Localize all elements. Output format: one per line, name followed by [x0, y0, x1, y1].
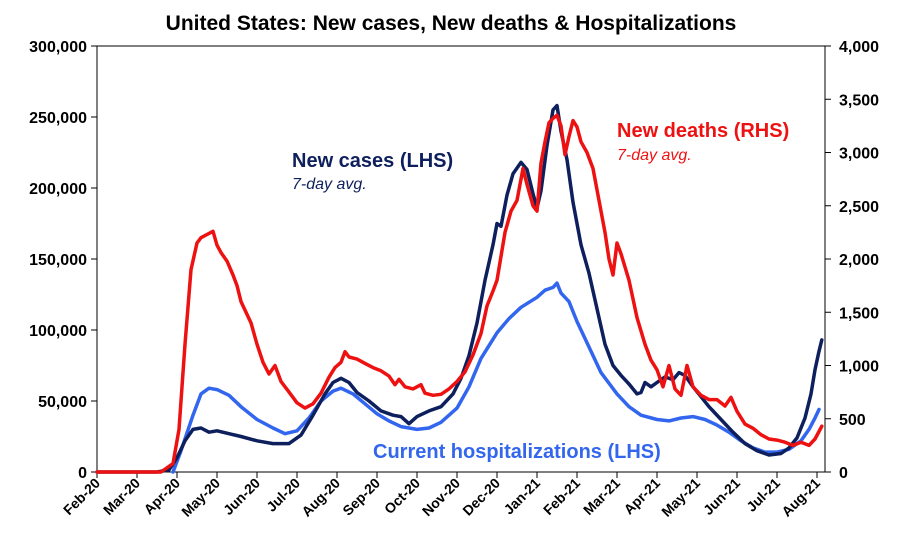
x-tick-label: Nov-20 [419, 475, 463, 519]
x-tick-label: Aug-20 [298, 475, 343, 520]
left-tick-label: 200,000 [29, 181, 87, 198]
x-tick-label: May-21 [658, 475, 703, 520]
right-tick-label: 3,500 [839, 92, 879, 109]
x-tick-label: May-20 [178, 475, 223, 520]
series-layer [95, 103, 824, 474]
plot-frame [96, 45, 826, 473]
series-line-cases [95, 103, 824, 474]
series-line-deaths [95, 113, 824, 474]
x-tick-label: Apr-20 [140, 475, 183, 518]
x-tick-label: Feb-21 [540, 475, 583, 518]
right-tick-label: 4,000 [839, 39, 879, 56]
right-tick-label: 1,500 [839, 305, 879, 322]
cases-label: New cases (LHS) [292, 150, 453, 172]
x-tick-label: Oct-20 [381, 475, 423, 517]
annotations: New cases (LHS) 7-day avg. New deaths (R… [292, 120, 789, 463]
left-tick-label: 150,000 [29, 252, 87, 269]
cases-sublabel: 7-day avg. [292, 176, 367, 193]
left-axis: 0 50,000 100,000 150,000 200,000 250,000 300,0… [29, 39, 97, 482]
right-tick-label: 1,000 [839, 359, 879, 376]
right-axis: 0 500 1,000 1,500 2,000 2,500 3,000 3,500 4,000 [825, 39, 879, 482]
left-tick-label: 300,000 [29, 39, 87, 56]
hosp-label: Current hospitalizations (LHS) [373, 441, 661, 463]
left-tick-label: 100,000 [29, 323, 87, 340]
x-tick-label: Jun-21 [700, 475, 743, 518]
x-tick-label: Apr-21 [620, 475, 663, 518]
right-tick-label: 0 [839, 465, 848, 482]
x-tick-label: Jun-20 [220, 475, 263, 518]
deaths-sublabel: 7-day avg. [617, 147, 692, 164]
left-tick-label: 250,000 [29, 110, 87, 127]
series-line-hosp [171, 281, 821, 474]
x-tick-label: Jan-21 [500, 475, 543, 518]
x-tick-label: Mar-21 [580, 475, 623, 518]
x-tick-label: Dec-20 [459, 475, 503, 519]
chart-title: United States: New cases, New deaths & H… [166, 12, 737, 35]
x-tick-label: Mar-20 [100, 475, 143, 518]
left-tick-label: 50,000 [38, 394, 87, 411]
right-tick-label: 500 [839, 412, 866, 429]
right-tick-label: 3,000 [839, 146, 879, 163]
x-tick-label: Sep-20 [339, 475, 383, 519]
deaths-label: New deaths (RHS) [617, 120, 789, 142]
x-tick-label: Aug-21 [778, 475, 823, 520]
plot-border [96, 45, 826, 473]
right-tick-label: 2,500 [839, 199, 879, 216]
left-tick-label: 0 [78, 465, 87, 482]
right-tick-label: 2,000 [839, 252, 879, 269]
